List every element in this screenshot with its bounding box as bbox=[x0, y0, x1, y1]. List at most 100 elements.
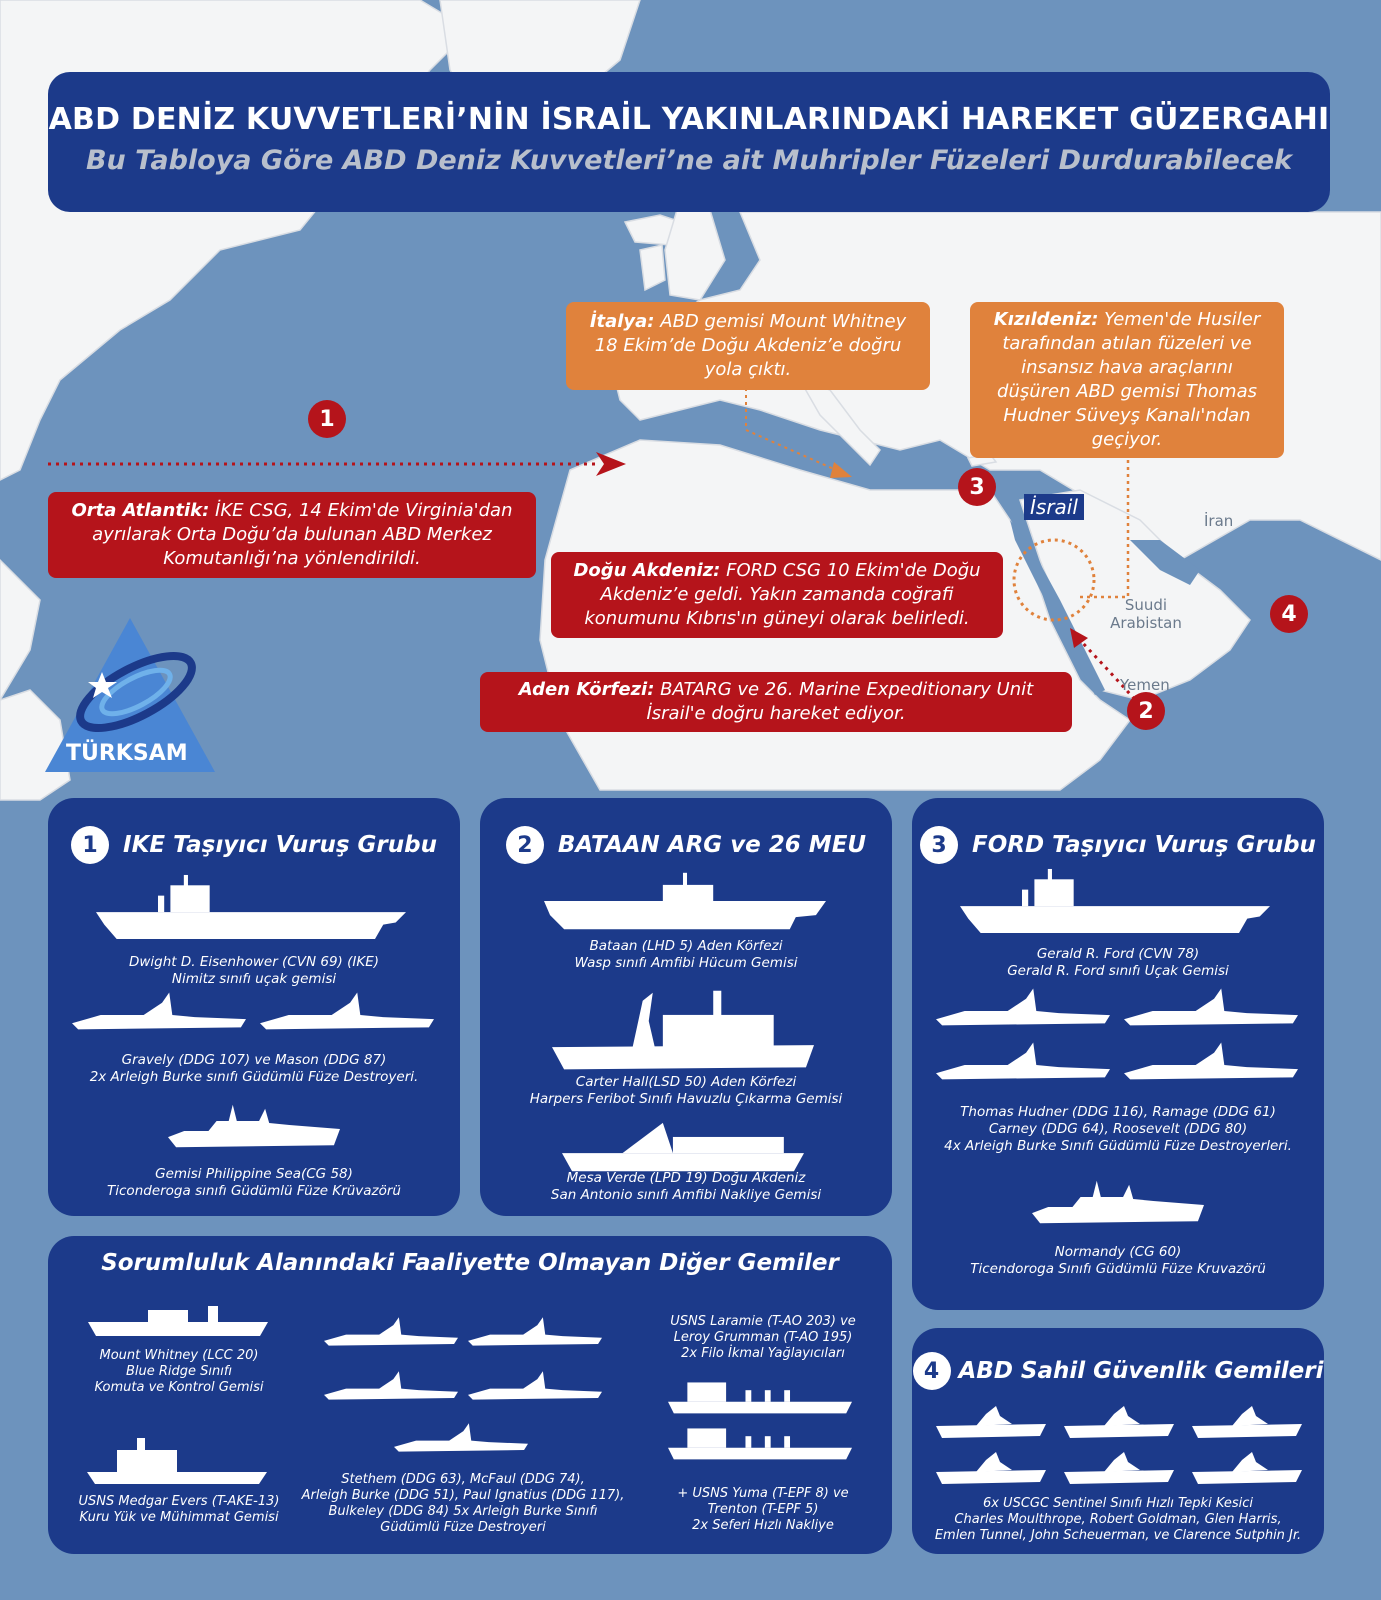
ford-caption-destroyers: Thomas Hudner (DDG 116), Ramage (DDG 61)… bbox=[912, 1104, 1324, 1155]
south-america-landmass bbox=[0, 689, 71, 801]
destroyer-ship-icon bbox=[72, 992, 246, 1034]
italy-callout: İtalya: ABD gemisi Mount Whitney 18 Ekim… bbox=[566, 302, 930, 390]
aden-route-arrowhead bbox=[1070, 628, 1088, 648]
other-caption-transport-line1: + USNS Yuma (T-EPF 8) ve bbox=[677, 1486, 849, 1501]
coastguard-number-badge: 4 bbox=[912, 1352, 951, 1390]
aden-route-line bbox=[1078, 638, 1142, 707]
ike-panel: 1 IKE Taşıyıcı Vuruş Grubu Dwight D. Eis… bbox=[48, 798, 460, 1216]
transport-dock-ship-icon bbox=[562, 1112, 804, 1174]
italy-landmass bbox=[798, 378, 881, 467]
destroyer-ship-icon bbox=[468, 1316, 602, 1350]
destroyer-ship-icon bbox=[324, 1370, 458, 1404]
cruiser-ship-icon bbox=[168, 1100, 340, 1152]
italy-route-line bbox=[745, 388, 837, 471]
israel-label: İsrail bbox=[1024, 494, 1084, 520]
italy-route-arrowhead bbox=[830, 462, 852, 478]
turksam-logo bbox=[45, 618, 215, 772]
other-caption-oilers-line1: USNS Laramie (T-AO 203) ve bbox=[670, 1314, 856, 1329]
destroyer-ship-icon bbox=[936, 988, 1110, 1030]
other-caption-transport-line2: Trenton (T-EPF 5) bbox=[707, 1502, 819, 1517]
destroyer-ship-icon bbox=[936, 1042, 1110, 1084]
coastguard-caption-line3: Emlen Tunnel, John Scheuerman, ve Claren… bbox=[934, 1528, 1302, 1543]
other-caption-destroyers-line3: Bulkeley (DDG 84) 5x Arleigh Burke Sınıf… bbox=[328, 1504, 598, 1519]
redsea-route-line bbox=[1080, 460, 1130, 599]
ike-panel-header: 1 IKE Taşıyıcı Vuruş Grubu bbox=[48, 826, 460, 864]
atlantic-callout: Orta Atlantik: İKE CSG, 14 Ekim'de Virgi… bbox=[48, 492, 536, 578]
italy-callout-head: İtalya: bbox=[589, 311, 655, 332]
italy-callout-body: ABD gemisi Mount Whitney 18 Ekim’de Doğu… bbox=[594, 311, 907, 380]
bataan-caption-lhd-line1: Bataan (LHD 5) Aden Körfezi bbox=[589, 938, 783, 954]
oiler-ship-icon bbox=[668, 1376, 852, 1416]
bataan-caption-lhd: Bataan (LHD 5) Aden Körfezi Wasp sınıfı … bbox=[480, 938, 892, 972]
redsea-callout-body: Yemen'de Husiler tarafından atılan füzel… bbox=[997, 309, 1261, 450]
other-caption-oilers-line2: Leroy Grumman (T-AO 195) bbox=[673, 1330, 853, 1345]
eastmed-callout-head: Doğu Akdeniz: bbox=[573, 560, 721, 581]
other-ships-panel: Sorumluluk Alanındaki Faaliyette Olmayan… bbox=[48, 1236, 892, 1554]
yemen-label: Yemen bbox=[1120, 676, 1170, 694]
bataan-caption-lpd-line1: Mesa Verde (LPD 19) Doğu Akdeniz bbox=[566, 1170, 806, 1186]
redsea-callout-head: Kızıldeniz: bbox=[993, 309, 1099, 330]
coastguard-caption-line2: Charles Moulthrope, Robert Goldman, Glen… bbox=[954, 1512, 1282, 1527]
command-ship-icon bbox=[88, 1302, 268, 1342]
carrier-ship-icon bbox=[960, 864, 1270, 938]
ford-panel: 3 FORD Taşıyıcı Vuruş Grubu Gerald R. Fo… bbox=[912, 798, 1324, 1310]
cruiser-ship-icon bbox=[1032, 1176, 1204, 1228]
carrier-ship-icon bbox=[96, 870, 406, 944]
other-ships-panel-header: Sorumluluk Alanındaki Faaliyette Olmayan… bbox=[48, 1250, 892, 1276]
ford-panel-title: FORD Taşıyıcı Vuruş Grubu bbox=[972, 832, 1316, 858]
other-caption-destroyers-line1: Stethem (DDG 63), McFaul (DDG 74), bbox=[341, 1472, 585, 1487]
map-marker-2: 2 bbox=[1127, 692, 1165, 730]
destroyer-ship-icon bbox=[468, 1370, 602, 1404]
eastmed-callout-body: FORD CSG 10 Ekim'de Doğu Akdeniz’e geldi… bbox=[584, 560, 981, 629]
destroyer-ship-icon bbox=[1124, 988, 1298, 1030]
ike-caption-carrier-line1: Dwight D. Eisenhower (CVN 69) (IKE) bbox=[128, 954, 379, 970]
iran-label: İran bbox=[1204, 512, 1234, 530]
ford-panel-header: 3 FORD Taşıyıcı Vuruş Grubu bbox=[912, 826, 1324, 864]
aden-callout-body: BATARG ve 26. Marine Expeditionary Unit … bbox=[646, 679, 1034, 724]
bataan-caption-lsd-line2: Harpers Feribot Sınıfı Havuzlu Çıkarma G… bbox=[529, 1091, 843, 1107]
other-caption-transport-line3: 2x Seferi Hızlı Nakliye bbox=[692, 1518, 834, 1533]
ford-caption-carrier: Gerald R. Ford (CVN 78) Gerald R. Ford s… bbox=[912, 946, 1324, 980]
bataan-caption-lhd-line2: Wasp sınıfı Amfibi Hücum Gemisi bbox=[574, 955, 798, 971]
redsea-callout: Kızıldeniz: Yemen'de Husiler tarafından … bbox=[970, 302, 1284, 458]
page-title: ABD DENİZ KUVVETLERİ’NİN İSRAİL YAKINLAR… bbox=[48, 102, 1330, 137]
aden-callout: Aden Körfezi: BATARG ve 26. Marine Exped… bbox=[480, 672, 1072, 732]
other-caption-oilers: USNS Laramie (T-AO 203) ve Leroy Grumman… bbox=[648, 1314, 878, 1362]
cutter-ship-icon bbox=[936, 1450, 1046, 1484]
ike-caption-cruiser: Gemisi Philippine Sea(CG 58) Ticonderoga… bbox=[48, 1166, 460, 1200]
aden-callout-head: Aden Körfezi: bbox=[518, 679, 655, 700]
other-caption-destroyers: Stethem (DDG 63), McFaul (DDG 74), Arlei… bbox=[298, 1472, 628, 1536]
map-marker-3: 3 bbox=[958, 468, 996, 506]
bataan-caption-lpd: Mesa Verde (LPD 19) Doğu Akdeniz San Ant… bbox=[480, 1170, 892, 1204]
other-caption-command-line3: Komuta ve Kontrol Gemisi bbox=[94, 1380, 264, 1395]
saudi-label: Suudi Arabistan bbox=[1110, 596, 1182, 632]
cutter-ship-icon bbox=[1192, 1404, 1302, 1438]
page-subtitle: Bu Tabloya Göre ABD Deniz Kuvvetleri’ne … bbox=[85, 145, 1293, 176]
amphibious-assault-ship-icon bbox=[544, 870, 826, 932]
red-sea bbox=[1010, 520, 1105, 695]
destroyer-ship-icon bbox=[324, 1316, 458, 1350]
ike-caption-carrier: Dwight D. Eisenhower (CVN 69) (IKE) Nimi… bbox=[48, 954, 460, 988]
ike-caption-destroyers-line2: 2x Arleigh Burke sınıfı Güdümlü Füze Des… bbox=[89, 1069, 419, 1085]
central-america-landmass bbox=[0, 558, 41, 702]
ford-caption-carrier-line2: Gerald R. Ford sınıfı Uçak Gemisi bbox=[1007, 963, 1229, 979]
destroyer-ship-icon bbox=[394, 1422, 528, 1456]
other-ships-panel-title: Sorumluluk Alanındaki Faaliyette Olmayan… bbox=[101, 1250, 839, 1276]
ford-caption-cruiser-line1: Normandy (CG 60) bbox=[1054, 1244, 1182, 1260]
israel-area-circle bbox=[1012, 538, 1096, 622]
other-caption-cargo: USNS Medgar Evers (T-AKE-13) Kuru Yük ve… bbox=[56, 1494, 302, 1526]
bataan-number-badge: 2 bbox=[505, 826, 544, 864]
bataan-caption-lpd-line2: San Antonio sınıfı Amfibi Nakliye Gemisi bbox=[550, 1187, 822, 1203]
oiler-ship-icon bbox=[668, 1422, 852, 1462]
coastguard-caption: 6x USCGC Sentinel Sınıfı Hızlı Tepki Kes… bbox=[912, 1496, 1324, 1544]
cutter-ship-icon bbox=[1064, 1450, 1174, 1484]
cutter-ship-icon bbox=[936, 1404, 1046, 1438]
cutter-ship-icon bbox=[1192, 1450, 1302, 1484]
coastguard-caption-line1: 6x USCGC Sentinel Sınıfı Hızlı Tepki Kes… bbox=[982, 1496, 1254, 1511]
ford-caption-cruiser-line2: Ticendoroga Sınıfı Güdümlü Füze Kruvazör… bbox=[970, 1261, 1266, 1277]
ike-caption-cruiser-line1: Gemisi Philippine Sea(CG 58) bbox=[155, 1166, 353, 1182]
destroyer-ship-icon bbox=[1124, 1042, 1298, 1084]
atlantic-route-arrowhead bbox=[596, 452, 626, 476]
ike-panel-title: IKE Taşıyıcı Vuruş Grubu bbox=[123, 832, 437, 858]
ford-number-badge: 3 bbox=[920, 826, 959, 864]
